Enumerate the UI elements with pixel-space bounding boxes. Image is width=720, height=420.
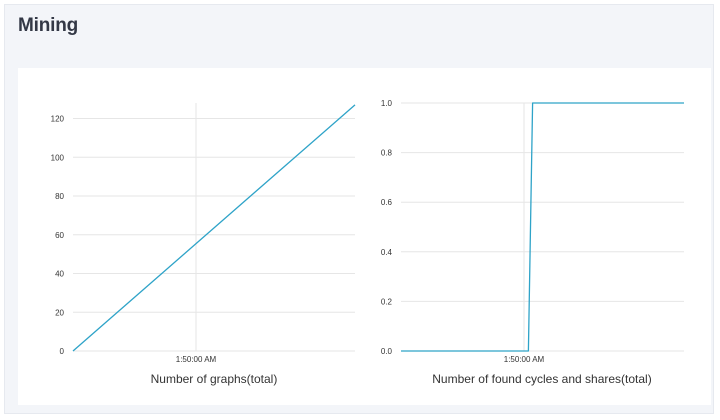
chart-cycles-shares-total: 0.0 0.2 0.4 0.6 0.8 1.0 1:50:00 AM Number of … — [381, 99, 684, 386]
y-tick-label: 40 — [55, 270, 64, 279]
chart-graphs-total: 0 20 40 60 80 100 120 1:50:00 AM Number of gra… — [51, 103, 356, 386]
chart-cycles-caption: Number of found cycles and shares(total) — [432, 372, 651, 386]
chart-graphs-x-axis: 1:50:00 AM — [176, 355, 217, 364]
chart-graphs-caption: Number of graphs(total) — [151, 372, 278, 386]
y-tick-label: 80 — [55, 192, 64, 201]
y-tick-label: 60 — [55, 231, 64, 240]
mining-panel: Mining 0 20 40 60 80 100 120 1:50:00 AM Number… — [4, 4, 714, 414]
chart-graphs-series — [72, 104, 356, 352]
y-tick-label: 20 — [55, 308, 64, 317]
chart-cycles-y-axis: 0.0 0.2 0.4 0.6 0.8 1.0 — [381, 99, 393, 356]
y-tick-label: 0.8 — [381, 149, 393, 158]
charts-svg: 0 20 40 60 80 100 120 1:50:00 AM Number of gra… — [51, 99, 684, 386]
charts-container: 0 20 40 60 80 100 120 1:50:00 AM Number of gra… — [18, 68, 711, 405]
x-tick-label: 1:50:00 AM — [504, 355, 545, 364]
chart-graphs-y-axis: 0 20 40 60 80 100 120 — [51, 115, 65, 357]
y-tick-label: 120 — [51, 115, 65, 124]
y-tick-label: 0 — [60, 347, 65, 356]
y-tick-label: 0.2 — [381, 297, 393, 306]
y-tick-label: 1.0 — [381, 99, 393, 108]
chart-cycles-series — [401, 102, 684, 352]
y-tick-label: 0.4 — [381, 248, 393, 257]
series-line — [72, 104, 356, 352]
chart-cycles-x-axis: 1:50:00 AM — [504, 355, 545, 364]
y-tick-label: 100 — [51, 153, 65, 162]
series-line — [401, 102, 684, 352]
y-tick-label: 0.0 — [381, 347, 393, 356]
chart-graphs-grid — [73, 103, 355, 352]
chart-cycles-grid — [401, 102, 684, 352]
y-tick-label: 0.6 — [381, 198, 393, 207]
x-tick-label: 1:50:00 AM — [176, 355, 217, 364]
panel-title: Mining — [18, 15, 79, 36]
